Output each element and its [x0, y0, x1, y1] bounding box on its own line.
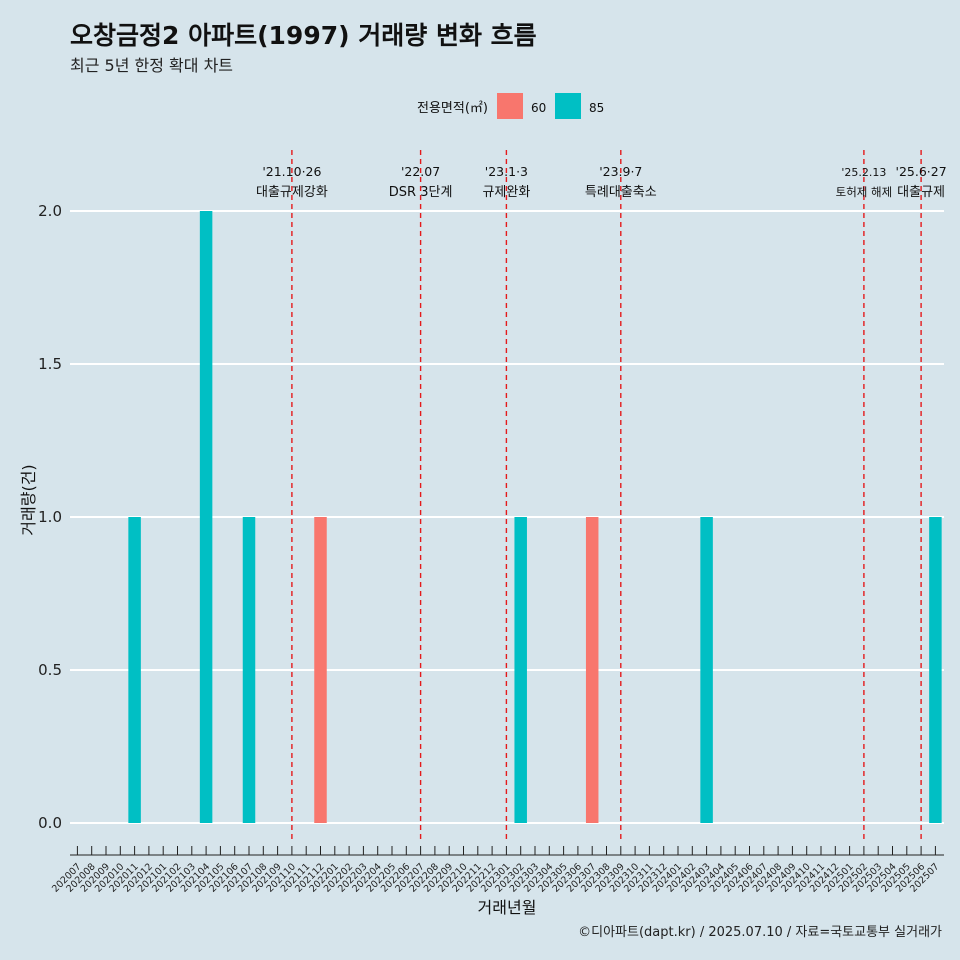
chart-title: 오창금정2 아파트(1997) 거래량 변화 흐름 [70, 21, 537, 50]
y-tick-label: 1.5 [38, 355, 62, 373]
event-date: '23.1·3 [485, 164, 528, 179]
bar-85-202302 [514, 517, 527, 823]
legend-swatch-85 [555, 93, 581, 119]
source-caption: ©디아파트(dapt.kr) / 2025.07.10 / 자료=국토교통부 실… [578, 925, 942, 940]
y-tick-label: 2.0 [38, 202, 62, 220]
bar-85-202403 [700, 517, 713, 823]
event-date: '25.2.13 [841, 166, 886, 179]
event-date: '22.07 [401, 164, 440, 179]
bar-85-202107 [242, 517, 256, 823]
event-date: '25.6·27 [896, 164, 947, 179]
legend-swatch-60 [497, 93, 523, 119]
y-tick-label: 0.5 [38, 661, 62, 679]
event-label: 특례대출축소 [585, 185, 657, 200]
y-axis-title: 거래량(건) [19, 464, 38, 535]
legend-label-85: 85 [589, 101, 604, 115]
bar-85-202507 [929, 517, 942, 823]
y-tick-label: 0.0 [38, 814, 62, 832]
y-tick-label: 1.0 [38, 508, 62, 526]
event-label: 대출규제 [897, 185, 945, 200]
bar-60-202112 [314, 517, 327, 823]
event-date: '21.10·26 [262, 164, 321, 179]
legend-label-60: 60 [531, 101, 546, 115]
chart-subtitle: 최근 5년 한정 확대 차트 [70, 56, 234, 75]
bar-85-202011 [128, 517, 141, 823]
bar-85-202104 [199, 211, 213, 823]
event-label: 규제완화 [482, 185, 530, 200]
event-label: DSR 3단계 [389, 185, 453, 200]
legend-title: 전용면적(㎡) [417, 101, 488, 116]
bar-60-202307 [585, 517, 599, 823]
event-date: '23.9·7 [599, 164, 642, 179]
event-label: 대출규제강화 [256, 185, 328, 200]
x-axis-title: 거래년월 [478, 898, 537, 917]
event-label: 토허제 해제 [836, 185, 893, 199]
